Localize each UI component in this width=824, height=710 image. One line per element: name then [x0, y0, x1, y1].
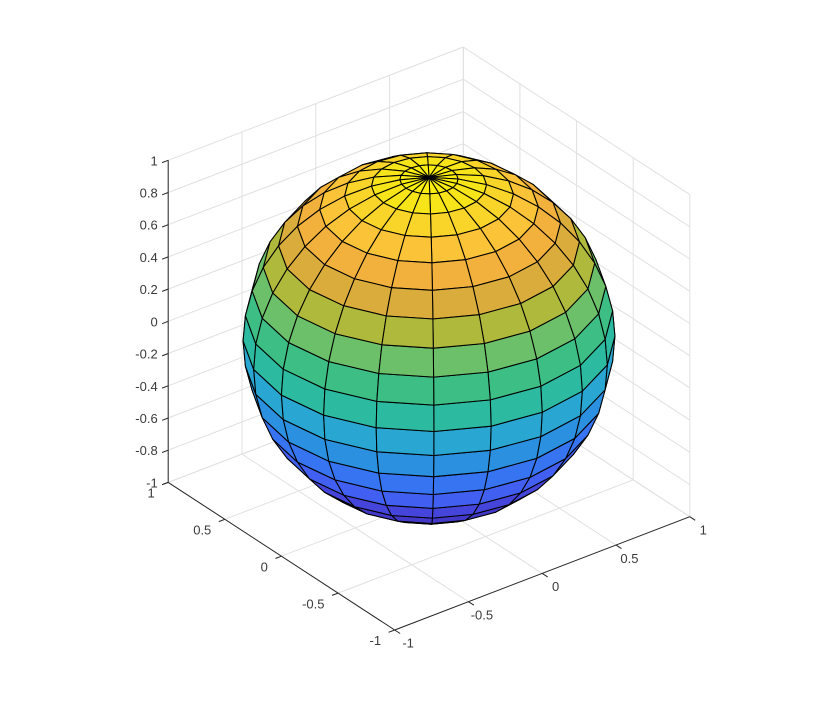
- y-axis-tick: [331, 592, 339, 596]
- z-axis-tick: [161, 320, 169, 325]
- z-axis-tick-label: 0.8: [140, 186, 158, 201]
- y-axis-tick-label: -0.5: [302, 596, 324, 611]
- surface-face: [391, 260, 433, 291]
- z-axis-tick: [161, 449, 169, 453]
- z-axis-tick-label: -0.8: [135, 443, 157, 458]
- z-axis-tick: [161, 385, 169, 389]
- y-axis-tick-label: -1: [370, 633, 382, 648]
- z-axis-tick-label: 0.2: [140, 282, 158, 297]
- y-axis-tick-label: 1: [147, 486, 154, 501]
- y-axis-tick-label: 0.5: [193, 523, 211, 538]
- z-axis-tick: [161, 417, 169, 421]
- z-axis-tick-label: 0.4: [140, 250, 158, 265]
- floor-grid-line-y: [337, 479, 634, 594]
- z-axis-tick: [161, 353, 169, 357]
- right-wall-grid-line-z: [463, 111, 691, 260]
- tick-labels: -1-0.500.5110.50-0.5-110.80.60.40.20-0.2…: [135, 153, 707, 650]
- surface-face: [385, 287, 434, 320]
- left-wall-grid-line-z: [168, 78, 464, 193]
- z-axis-tick: [161, 224, 169, 228]
- x-axis-tick-label: 1: [700, 523, 707, 538]
- x-axis-tick: [468, 601, 475, 606]
- surface-face: [378, 344, 435, 378]
- z-axis-tick-label: 1: [150, 153, 157, 168]
- z-axis-tick: [161, 192, 169, 196]
- y-axis-tick-label: 0: [261, 559, 268, 574]
- z-axis-tick-label: -0.2: [135, 347, 157, 362]
- surface-face: [432, 342, 489, 378]
- x-axis-tick: [394, 629, 401, 634]
- y-axis-line: [167, 481, 395, 631]
- right-wall-grid-line-z: [463, 46, 691, 196]
- sphere-surface: [242, 152, 616, 525]
- x-axis-tick: [541, 572, 548, 578]
- surface-face: [376, 451, 435, 478]
- z-axis-tick: [161, 481, 169, 486]
- surface-face: [433, 371, 491, 406]
- x-axis-tick-label: -0.5: [471, 607, 493, 622]
- z-axis-tick-label: -1: [146, 475, 158, 490]
- z-axis-tick-label: 0: [150, 314, 157, 329]
- x-axis-tick-label: 0: [552, 579, 559, 594]
- left-wall-grid-line-z: [168, 46, 464, 161]
- surface-face: [375, 427, 435, 457]
- surface-face: [431, 286, 480, 320]
- x-axis-tick-label: -1: [402, 636, 414, 651]
- z-axis-tick-label: -0.6: [135, 411, 157, 426]
- z-axis-tick: [161, 288, 169, 292]
- z-axis-tick: [161, 159, 169, 164]
- left-wall-grid-line-z: [168, 111, 464, 226]
- surface-face: [432, 314, 485, 349]
- z-axis-tick-label: -0.4: [135, 379, 157, 394]
- y-axis-tick: [275, 555, 282, 559]
- z-axis-tick: [161, 256, 169, 260]
- z-axis-tick-label: 0.6: [140, 218, 158, 233]
- right-wall-grid-line-z: [463, 78, 691, 228]
- x-axis-tick: [689, 516, 696, 521]
- y-axis-tick: [388, 629, 395, 633]
- x-axis-tick: [615, 544, 622, 550]
- x-axis-tick-label: 0.5: [620, 551, 638, 566]
- surface-face: [431, 259, 474, 291]
- y-axis-tick: [218, 518, 225, 523]
- tick-marks: [161, 159, 696, 634]
- surface-face: [381, 315, 434, 349]
- surface-face: [375, 400, 435, 433]
- surface-face: [376, 372, 435, 406]
